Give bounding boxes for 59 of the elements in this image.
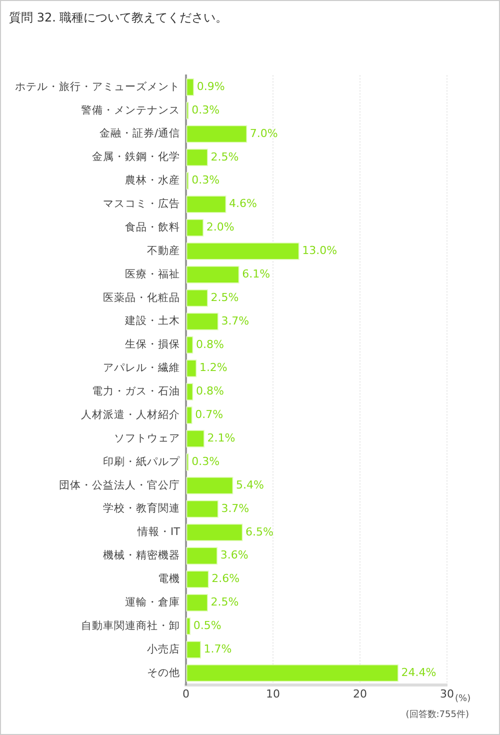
- y-tick-label: 学校・教育関連: [103, 502, 180, 515]
- data-label: 3.6%: [220, 548, 248, 562]
- data-label: 13.0%: [302, 244, 338, 258]
- y-tick-label: 人材派遣・人材紹介: [81, 408, 180, 421]
- y-tick-label: 電力・ガス・石油: [92, 384, 180, 398]
- data-label: 2.5%: [210, 596, 239, 609]
- chart-title: 質問 32. 職種について教えてください。: [9, 10, 228, 24]
- y-tick-label: 電機: [158, 573, 180, 586]
- y-tick-label: 情報・IT: [136, 525, 181, 538]
- y-tick-label: ホテル・旅行・アミューズメント: [15, 80, 180, 93]
- y-tick-label: 団体・公益法人・官公庁: [59, 478, 180, 492]
- data-label: 0.5%: [193, 619, 222, 632]
- y-tick-label: 小売店: [147, 642, 180, 656]
- y-tick-label: アパレル・繊維: [103, 361, 180, 374]
- y-tick-label: 農林・水産: [125, 174, 180, 187]
- data-label: 4.6%: [229, 197, 257, 210]
- x-tick-label: 20: [353, 687, 367, 700]
- data-label: 3.7%: [221, 502, 250, 515]
- y-tick-label: 機械・精密機器: [103, 548, 180, 562]
- data-label: 1.2%: [199, 361, 228, 374]
- data-label: 6.5%: [246, 525, 274, 538]
- y-tick-label: 印刷・紙パルプ: [103, 454, 181, 468]
- data-label: 6.1%: [242, 267, 270, 280]
- data-label: 0.3%: [192, 454, 220, 468]
- x-axis-title: (%): [455, 694, 471, 704]
- data-label: 2.5%: [210, 150, 239, 164]
- y-tick-label: 医薬品・化粧品: [103, 290, 180, 304]
- y-tick-label: 自動車関連商社・卸: [81, 618, 180, 632]
- data-label: 1.7%: [204, 642, 232, 656]
- y-tick-label: 医療・福祉: [125, 267, 180, 280]
- x-tick-label: 0: [182, 687, 190, 700]
- y-tick-label: 運輸・倉庫: [125, 596, 180, 608]
- y-tick-label: 不動産: [147, 244, 180, 257]
- y-tick-label: 食品・飲料: [125, 220, 180, 234]
- y-tick-label: 建設・土木: [124, 314, 180, 328]
- data-label: 0.8%: [196, 338, 224, 351]
- data-label: 2.5%: [210, 290, 239, 304]
- x-tick-label: 10: [266, 687, 280, 700]
- data-label: 0.3%: [192, 174, 220, 187]
- data-label: 0.7%: [195, 408, 224, 422]
- data-label: 2.6%: [212, 572, 240, 586]
- data-label: 0.3%: [192, 103, 220, 116]
- data-label: 24.4%: [401, 666, 436, 679]
- data-label: 0.9%: [196, 80, 225, 93]
- text: (回答数:755件): [406, 709, 469, 720]
- data-label: 5.4%: [236, 478, 264, 492]
- x-tick-label: 30: [440, 687, 454, 700]
- data-label: 3.7%: [221, 314, 250, 328]
- y-tick-label: その他: [147, 666, 180, 679]
- data-label: 2.0%: [206, 220, 234, 234]
- data-label: 0.8%: [196, 384, 224, 398]
- y-tick-label: 金融・証券/通信: [99, 126, 180, 140]
- data-label: 2.1%: [207, 432, 236, 445]
- data-label: 7.0%: [250, 126, 278, 140]
- y-tick-label: 生保・損保: [125, 338, 180, 351]
- y-tick-label: 金属・鉄鋼・化学: [92, 151, 180, 164]
- y-tick-label: マスコミ・広告: [103, 197, 180, 210]
- y-tick-label: 警備・メンテナンス: [81, 104, 180, 116]
- y-tick-label: ソフトウェア: [114, 432, 180, 444]
